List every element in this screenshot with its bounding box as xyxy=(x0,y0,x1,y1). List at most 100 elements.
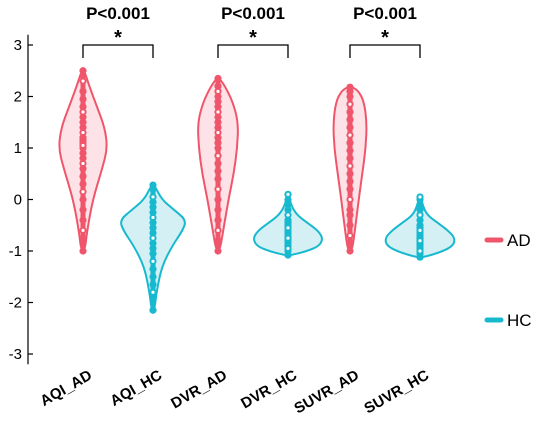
data-point xyxy=(284,201,292,209)
category-label: DVR_HC xyxy=(238,367,300,413)
data-point xyxy=(214,118,222,126)
data-point xyxy=(416,201,424,209)
data-point xyxy=(214,123,222,131)
significance-bracket: * P<0.001 xyxy=(217,4,289,58)
p-value-label: P<0.001 xyxy=(221,4,285,23)
data-point-highlight xyxy=(418,239,422,243)
data-point-highlight xyxy=(286,213,290,217)
data-point xyxy=(416,216,424,224)
data-point-highlight xyxy=(348,102,352,106)
data-point xyxy=(346,92,354,101)
data-point-highlight xyxy=(348,164,352,168)
data-point xyxy=(149,306,157,314)
data-point-highlight xyxy=(81,190,85,194)
bracket-line xyxy=(349,44,421,58)
data-point xyxy=(346,146,354,155)
data-point-highlight xyxy=(151,259,155,263)
significance-annotations: * P<0.001 * P<0.001 * P<0.001 xyxy=(82,4,421,58)
data-point xyxy=(149,219,157,227)
data-point xyxy=(346,206,354,214)
legend-entry-ad: AD xyxy=(484,231,531,250)
significance-star: * xyxy=(114,27,122,49)
data-point xyxy=(214,159,222,168)
data-point-highlight xyxy=(81,228,85,232)
data-point xyxy=(79,206,87,214)
data-point-highlight xyxy=(348,233,352,238)
bracket-line xyxy=(217,44,289,58)
data-point xyxy=(346,239,354,247)
data-point xyxy=(416,221,424,229)
y-tick-label: 3 xyxy=(14,37,22,54)
data-point xyxy=(149,244,157,253)
data-point xyxy=(284,216,292,224)
data-point-highlight xyxy=(81,110,85,114)
data-point xyxy=(149,208,157,216)
y-tick-label: -1 xyxy=(9,243,22,260)
data-point xyxy=(346,247,354,255)
data-point-highlight xyxy=(81,161,85,166)
data-point xyxy=(346,154,354,162)
data-point xyxy=(346,221,354,229)
significance-star: * xyxy=(381,27,389,49)
data-point xyxy=(79,180,87,188)
category-label: SUVR_AD xyxy=(291,367,362,418)
y-tick-label: -2 xyxy=(9,295,22,312)
data-point xyxy=(214,134,222,142)
y-tick-label: 2 xyxy=(14,89,22,106)
data-point xyxy=(346,170,354,178)
data-point xyxy=(214,237,222,245)
violin-aqi-hc xyxy=(120,181,186,314)
category-label: AQI_AD xyxy=(37,367,95,410)
data-point xyxy=(346,177,354,186)
data-point-highlight xyxy=(286,246,290,251)
data-point xyxy=(214,167,222,175)
data-point-highlight xyxy=(348,133,352,137)
data-point xyxy=(214,98,222,106)
legend-label: HC xyxy=(507,311,532,330)
data-point xyxy=(416,206,424,214)
violin-dvr-hc xyxy=(253,190,323,259)
category-label: AQI_HC xyxy=(107,367,165,410)
data-point xyxy=(149,249,157,258)
data-point xyxy=(346,108,354,116)
data-point xyxy=(284,206,292,214)
data-point xyxy=(214,216,222,224)
data-point xyxy=(79,95,87,103)
legend-entry-hc: HC xyxy=(484,311,532,330)
data-point xyxy=(79,172,87,180)
data-point-highlight xyxy=(348,197,352,202)
y-tick-label: 0 xyxy=(14,192,22,209)
data-point xyxy=(346,123,354,131)
data-point xyxy=(214,74,222,83)
data-point xyxy=(79,247,87,255)
data-point xyxy=(284,195,292,204)
data-point-highlight xyxy=(418,249,422,253)
data-point xyxy=(214,113,222,121)
category-label: SUVR_HC xyxy=(361,367,432,418)
y-axis: 3 2 1 0 -1 -2 -3 xyxy=(9,34,33,365)
data-point-highlight xyxy=(418,195,422,199)
data-point xyxy=(214,92,222,101)
data-point-highlight xyxy=(216,187,220,191)
bracket-line xyxy=(82,44,154,58)
data-point xyxy=(149,229,157,237)
data-point-highlight xyxy=(286,226,290,230)
data-point xyxy=(79,165,87,173)
data-point-highlight xyxy=(216,130,220,135)
data-point xyxy=(346,139,354,147)
data-point xyxy=(346,83,354,91)
data-point xyxy=(346,185,354,193)
data-point xyxy=(149,198,157,206)
data-point xyxy=(79,149,87,157)
data-point xyxy=(214,175,222,183)
data-point xyxy=(346,211,354,219)
violin-aqi-ad xyxy=(58,67,108,255)
data-point-highlight xyxy=(81,130,85,135)
data-point xyxy=(149,273,157,281)
data-point xyxy=(79,134,87,142)
data-point xyxy=(214,206,222,214)
data-point xyxy=(149,203,157,211)
data-point xyxy=(79,123,87,131)
